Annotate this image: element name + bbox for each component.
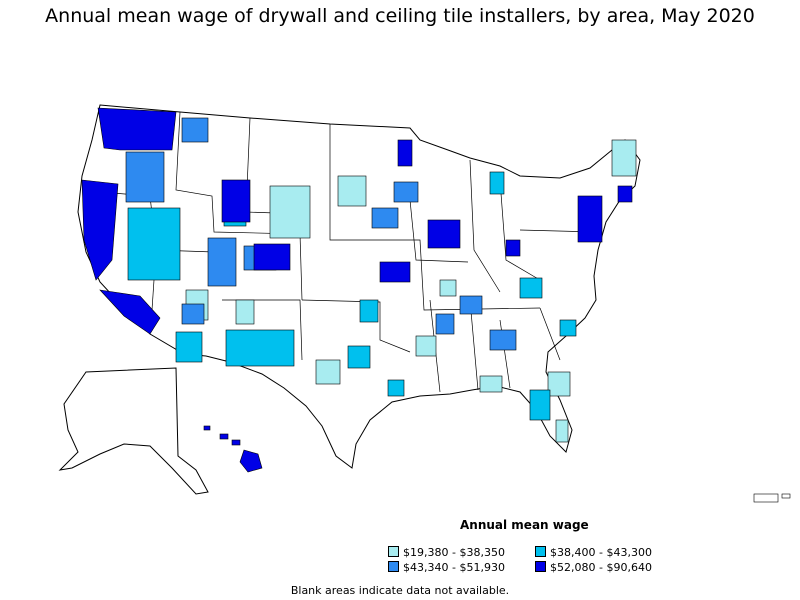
legend-label-3: $43,340 - $51,930 [403, 561, 505, 574]
legend-item-2: $38,400 - $43,300 [535, 546, 652, 559]
legend-swatch-1 [388, 546, 399, 557]
hawaii [203, 425, 263, 473]
legend-item-1: $19,380 - $38,350 [388, 546, 505, 559]
area-level-1 [185, 139, 637, 443]
legend-title: Annual mean wage [460, 518, 589, 532]
alaska-outline [58, 367, 209, 495]
legend-swatch-2 [535, 546, 546, 557]
legend-label-4: $52,080 - $90,640 [550, 561, 652, 574]
map-title: Annual mean wage of drywall and ceiling … [45, 5, 755, 27]
puerto-rico [753, 493, 791, 503]
legend-swatch-4 [535, 561, 546, 572]
legend-label-2: $38,400 - $43,300 [550, 546, 652, 559]
area-level-3 [125, 117, 517, 351]
alaska [58, 367, 209, 495]
area-level-2 [127, 171, 577, 421]
conterminous-us [77, 104, 641, 469]
state-borders [99, 111, 597, 393]
legend-swatch-3 [388, 561, 399, 572]
legend-label-1: $19,380 - $38,350 [403, 546, 505, 559]
legend-item-4: $52,080 - $90,640 [535, 561, 652, 574]
area-level-4 [81, 107, 633, 335]
legend-item-3: $43,340 - $51,930 [388, 561, 505, 574]
no-data-note: Blank areas indicate data not available. [290, 584, 510, 597]
